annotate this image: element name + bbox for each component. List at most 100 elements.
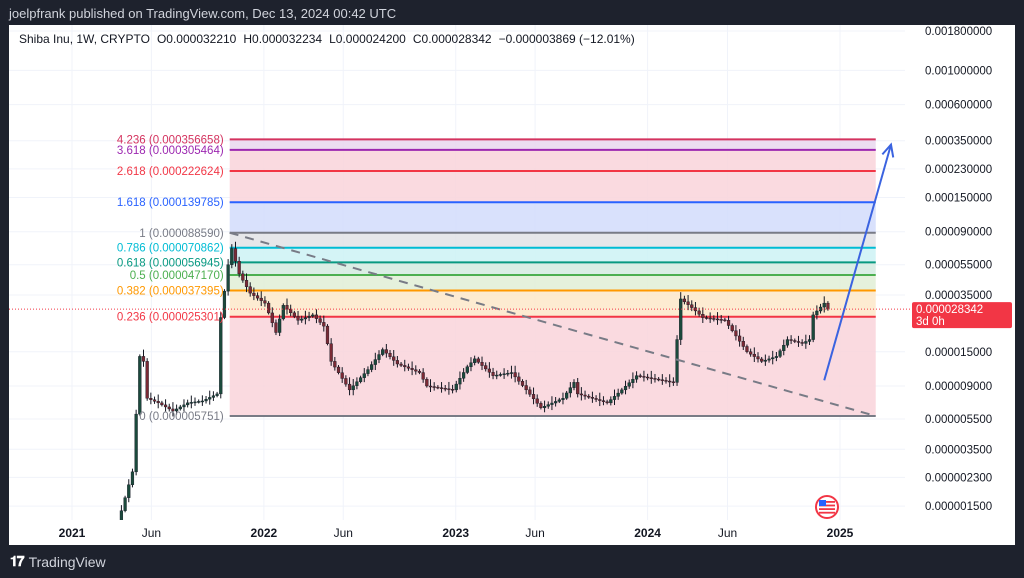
flag-stripe: [819, 508, 835, 510]
candle-up: [561, 398, 565, 401]
last-price-value: 0.000028342: [916, 304, 983, 316]
candle-down: [520, 380, 525, 386]
candle-down: [285, 305, 289, 310]
candle-down: [292, 312, 296, 317]
candle-down: [796, 341, 801, 343]
candle-down: [384, 349, 388, 354]
candle-up: [767, 358, 771, 361]
candle-up: [495, 374, 499, 377]
candle-down: [745, 346, 749, 352]
candle-down: [248, 286, 252, 294]
candle-down: [270, 312, 274, 323]
candle-up: [572, 382, 576, 388]
candle-down: [167, 406, 171, 410]
fib-zone-0.786: [229, 247, 876, 263]
candle-down: [587, 395, 591, 398]
candle-down: [697, 310, 701, 315]
published-header: joelpfrank published on TradingView.com,…: [9, 6, 397, 21]
candle-down: [524, 385, 528, 391]
candle-down: [701, 314, 705, 318]
price-tick-label: 0.000350000: [925, 136, 992, 148]
arrow-head-icon: [881, 142, 895, 158]
candle-down: [325, 325, 330, 344]
candle-down: [598, 399, 602, 401]
price-tick-label: 0.001000000: [925, 65, 992, 77]
price-tick-label: 0.000055000: [925, 260, 992, 272]
time-tick-label: Jun: [718, 526, 737, 540]
time-tick-label: 2024: [634, 526, 661, 540]
fib-zone-0.618: [229, 262, 876, 275]
candle-down: [752, 353, 756, 357]
candle-down: [439, 387, 444, 389]
candle-down: [660, 379, 664, 381]
candle-down: [432, 386, 436, 388]
candle-up: [509, 372, 514, 374]
fib-label-0.786: 0.786 (0.000070862): [117, 243, 224, 255]
candle-up: [542, 406, 547, 409]
fib-label-1: 1 (0.000088590): [139, 228, 224, 240]
candle-up: [506, 372, 510, 375]
candle-up: [377, 354, 381, 360]
candle-up: [498, 374, 503, 376]
candle-up: [178, 406, 182, 410]
candle-down: [491, 372, 495, 376]
candle-up: [502, 373, 506, 376]
flag-stripe: [819, 501, 835, 503]
tradingview-logo-icon: 𝟏𝟕: [10, 553, 25, 569]
candle-up: [138, 356, 142, 415]
candle-up: [226, 264, 230, 292]
candle-down: [535, 398, 539, 404]
candle-up: [130, 471, 135, 485]
candle-down: [579, 393, 583, 396]
candle-down: [590, 397, 595, 399]
candle-down: [708, 317, 712, 320]
candle-down: [244, 280, 249, 287]
candle-down: [421, 372, 425, 380]
candle-up: [462, 372, 466, 379]
high-value: H0.000032234: [243, 32, 323, 46]
time-tick-label: Jun: [525, 526, 544, 540]
candle-down: [237, 260, 241, 275]
axes: 0.001800000 0.001000000 0.000600000 0.00035…: [59, 26, 993, 540]
candle-up: [303, 317, 307, 320]
candle-up: [469, 362, 473, 367]
candle-up: [557, 399, 561, 402]
candle-down: [274, 322, 278, 333]
price-tick-label: 0.001800000: [925, 26, 992, 38]
candle-down: [646, 376, 650, 379]
candle-up: [307, 316, 311, 318]
candle-down: [476, 358, 480, 363]
candle-up: [119, 510, 124, 520]
fib-label-0: 0 (0.000005751): [139, 411, 224, 423]
candle-down: [233, 248, 238, 262]
candle-down: [406, 366, 411, 369]
fib-label-2.618: 2.618 (0.000222624): [117, 166, 224, 178]
candle-up: [546, 404, 550, 407]
symbol-info[interactable]: Shiba Inu, 1W, CRYPTO: [19, 32, 150, 46]
flag-circle: [815, 495, 839, 519]
candle-down: [296, 316, 300, 321]
candles: [119, 241, 830, 520]
candle-down: [480, 362, 484, 366]
candle-down: [531, 394, 536, 400]
candle-up: [215, 393, 219, 396]
candle-down: [690, 304, 694, 308]
candle-down: [388, 352, 392, 357]
candle-down: [664, 380, 668, 382]
candle-up: [550, 402, 554, 405]
candle-down: [583, 394, 587, 397]
time-tick-label: Jun: [142, 526, 161, 540]
candle-down: [638, 375, 642, 377]
candle-down: [484, 365, 488, 370]
candle-up: [300, 318, 304, 321]
candle-up: [189, 402, 193, 404]
candle-down: [425, 379, 429, 387]
candle-down: [712, 318, 716, 320]
candle-down: [789, 339, 793, 341]
candle-down: [450, 389, 455, 391]
price-tick-label: 0.000009000: [925, 381, 992, 393]
candle-down: [344, 378, 348, 385]
low-value: L0.000024200: [329, 32, 406, 46]
brand-name: TradingView: [28, 553, 106, 570]
